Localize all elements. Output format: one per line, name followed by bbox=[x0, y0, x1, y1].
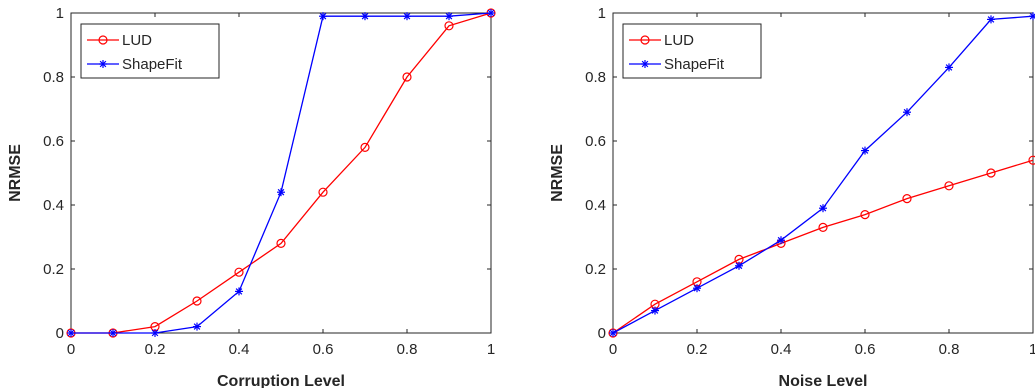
legend-label: LUD bbox=[122, 32, 152, 49]
data-point bbox=[444, 21, 454, 31]
data-point bbox=[235, 287, 243, 296]
data-point bbox=[651, 306, 659, 315]
x-tick-label: 0.6 bbox=[313, 341, 334, 358]
x-tick-label: 0.8 bbox=[397, 341, 418, 358]
plot-area-frame bbox=[70, 12, 492, 334]
legend: LUD ShapeFit bbox=[80, 23, 220, 79]
x-tick-label: 0.4 bbox=[771, 341, 792, 358]
data-point bbox=[609, 329, 617, 337]
y-tick-label: 0 bbox=[56, 325, 64, 342]
y-tick-label: 0.8 bbox=[585, 69, 606, 86]
x-tick-label: 0.8 bbox=[939, 341, 960, 358]
data-point bbox=[192, 296, 202, 306]
legend-box bbox=[80, 23, 220, 79]
data-point bbox=[819, 204, 827, 213]
data-point bbox=[818, 222, 828, 232]
legend-entry-lud: LUD bbox=[629, 32, 694, 49]
plot-area-frame bbox=[612, 12, 1034, 334]
data-point bbox=[360, 142, 370, 152]
data-point bbox=[319, 12, 327, 21]
y-axis-label: NRMSE bbox=[549, 144, 566, 202]
data-point bbox=[986, 168, 996, 178]
y-tick-label: 0 bbox=[598, 325, 606, 342]
legend-box bbox=[622, 23, 762, 79]
y-tick-label: 0.4 bbox=[43, 197, 64, 214]
y-tick-label: 0.2 bbox=[585, 261, 606, 278]
legend: LUD ShapeFit bbox=[622, 23, 762, 79]
data-point bbox=[151, 329, 159, 337]
data-point bbox=[860, 210, 870, 220]
legend-marker bbox=[640, 35, 650, 45]
legend-label: LUD bbox=[664, 32, 694, 49]
x-tick-label: 0 bbox=[67, 341, 75, 358]
x-axis-label: Noise Level bbox=[779, 373, 868, 388]
legend-marker bbox=[99, 60, 107, 68]
series-shapefit bbox=[609, 12, 1035, 337]
data-point bbox=[945, 63, 953, 72]
x-tick-label: 0.6 bbox=[855, 341, 876, 358]
data-point bbox=[693, 284, 701, 293]
x-tick-label: 1 bbox=[1029, 341, 1035, 358]
legend-marker bbox=[98, 35, 108, 45]
x-axis-label: Corruption Level bbox=[217, 373, 345, 388]
y-tick-label: 1 bbox=[56, 5, 64, 22]
data-point bbox=[1028, 155, 1035, 165]
data-point bbox=[193, 322, 201, 331]
data-point bbox=[861, 146, 869, 155]
data-point bbox=[277, 188, 285, 197]
chart-panel-2: 0 0.2 0.4 0.6 0.8 1 0 0.2 0.4 0.6 0.8 1 Noise Level N… bbox=[549, 5, 1035, 388]
legend-entry-shapefit: ShapeFit bbox=[629, 56, 725, 73]
x-tick-label: 0.2 bbox=[687, 341, 708, 358]
x-tick-label: 0 bbox=[609, 341, 617, 358]
data-point bbox=[903, 108, 911, 117]
legend-label: ShapeFit bbox=[664, 56, 725, 73]
data-point bbox=[109, 329, 117, 337]
x-tick-label: 0.2 bbox=[145, 341, 166, 358]
legend-entry-lud: LUD bbox=[87, 32, 152, 49]
data-point bbox=[487, 9, 495, 17]
y-tick-label: 0.8 bbox=[43, 69, 64, 86]
x-tick-label: 1 bbox=[487, 341, 495, 358]
y-tick-label: 0.6 bbox=[43, 133, 64, 150]
y-tick-label: 0.2 bbox=[43, 261, 64, 278]
data-point bbox=[402, 72, 412, 82]
y-tick-label: 0.4 bbox=[585, 197, 606, 214]
data-point bbox=[234, 267, 244, 277]
series-shapefit bbox=[67, 9, 495, 337]
data-point bbox=[902, 194, 912, 204]
legend-marker bbox=[641, 60, 649, 68]
y-tick-label: 1 bbox=[598, 5, 606, 22]
data-point bbox=[735, 261, 743, 270]
data-point bbox=[403, 12, 411, 21]
y-tick-label: 0.6 bbox=[585, 133, 606, 150]
legend-label: ShapeFit bbox=[122, 56, 183, 73]
chart-panel-1: 0 0.2 0.4 0.6 0.8 1 0 0.2 0.4 0.6 0.8 1 Corruption L… bbox=[7, 5, 496, 388]
series-line bbox=[71, 12, 492, 334]
x-tick-label: 0.4 bbox=[229, 341, 250, 358]
data-point bbox=[318, 187, 328, 197]
data-point bbox=[361, 12, 369, 21]
series-line bbox=[612, 159, 1034, 334]
y-axis-label: NRMSE bbox=[7, 144, 24, 202]
data-point bbox=[987, 15, 995, 24]
data-point bbox=[67, 329, 75, 337]
data-point bbox=[944, 181, 954, 191]
data-point bbox=[445, 12, 453, 21]
legend-entry-shapefit: ShapeFit bbox=[87, 56, 183, 73]
series-lud bbox=[608, 155, 1035, 338]
data-point bbox=[276, 238, 286, 248]
data-point bbox=[777, 236, 785, 245]
